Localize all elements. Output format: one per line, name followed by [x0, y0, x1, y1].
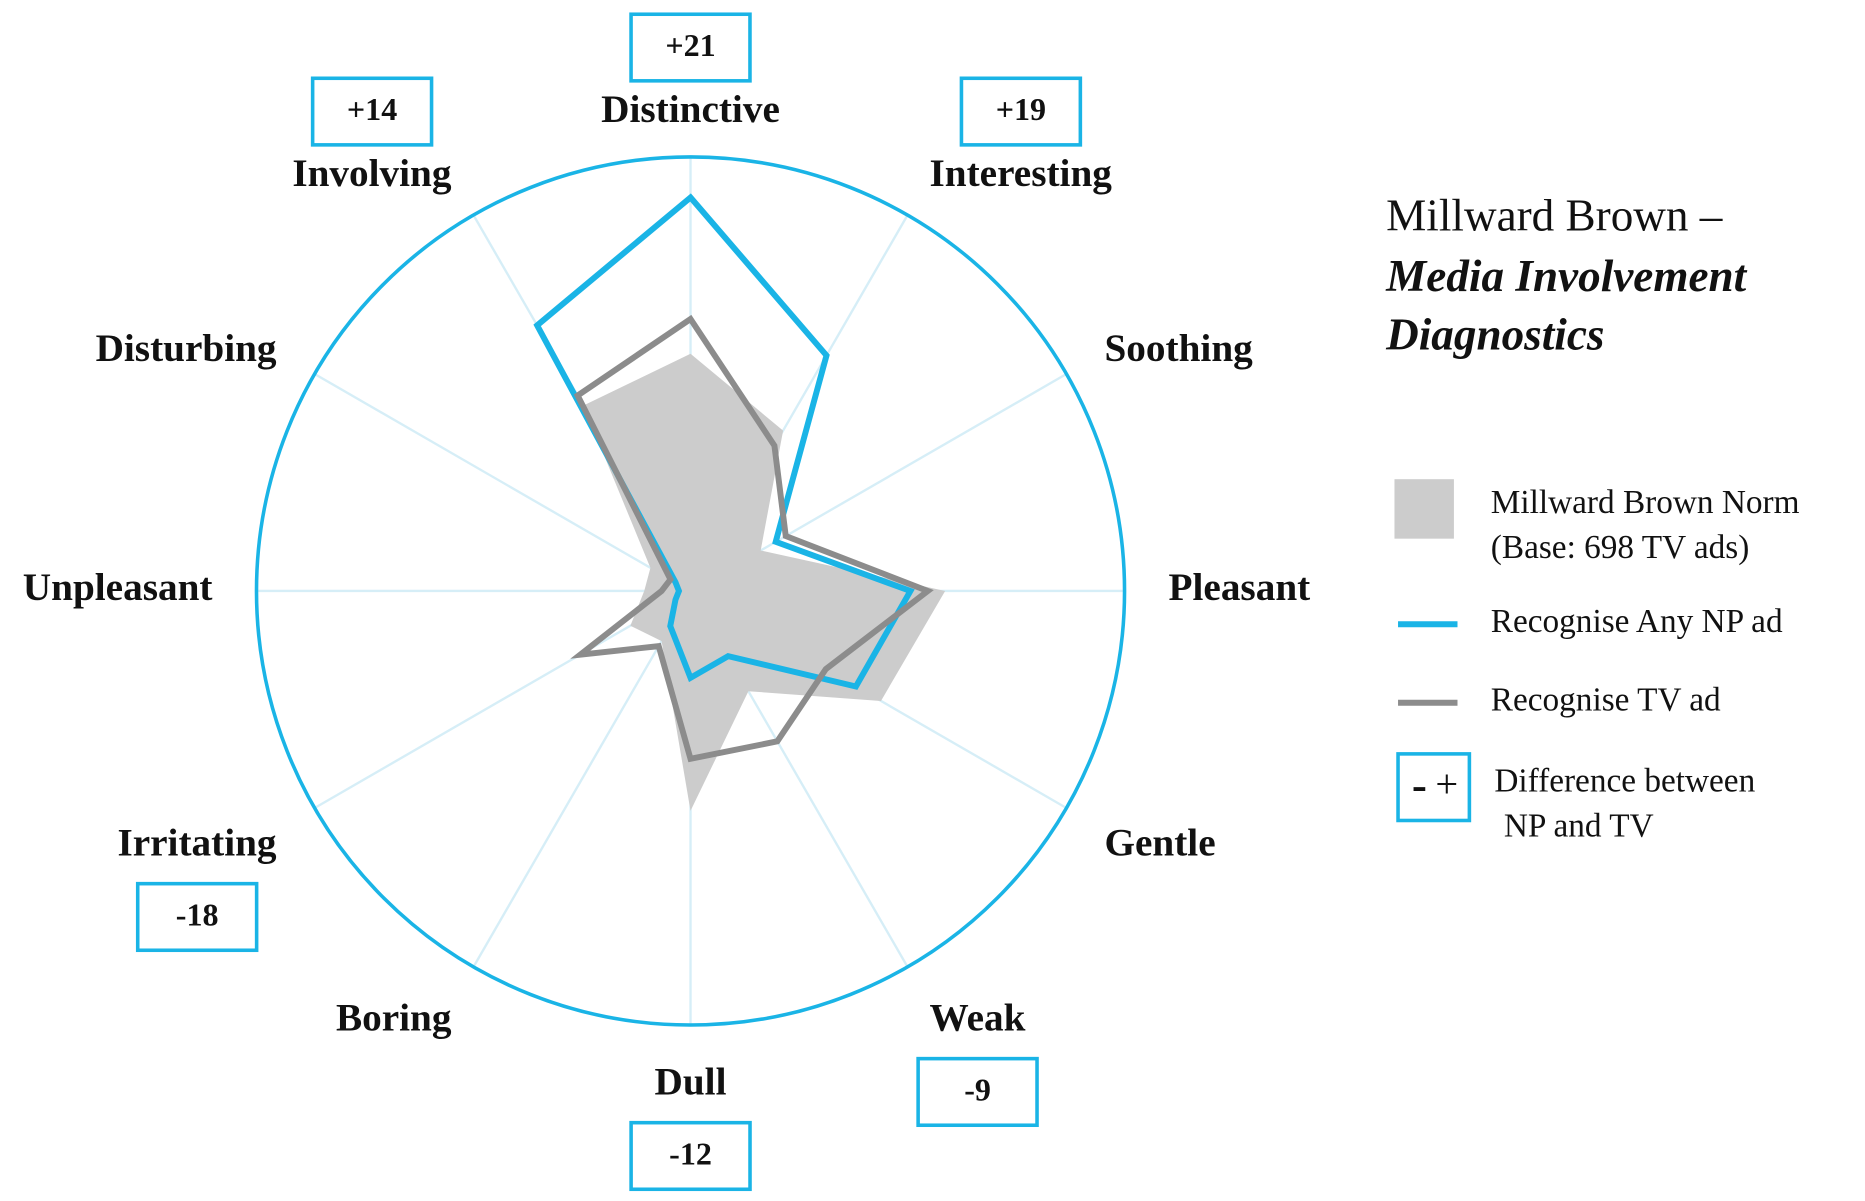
legend-diff-box	[1396, 752, 1472, 823]
legend-label: Recognise Any NP ad	[1491, 603, 1783, 640]
spoke	[314, 589, 692, 810]
category-label: Disturbing	[96, 327, 277, 370]
series-line	[533, 193, 915, 690]
difference-box	[135, 881, 259, 953]
chart-subtitle: Diagnostics	[1385, 309, 1604, 359]
category-label: Involving	[292, 152, 452, 195]
category-label: Interesting	[930, 152, 1113, 195]
difference-label: -9	[964, 1071, 991, 1107]
category-label: Gentle	[1104, 822, 1215, 865]
difference-box	[629, 1120, 752, 1192]
category-label: Irritating	[117, 822, 276, 865]
spoke	[314, 372, 692, 593]
chart-subtitle: Media Involvement	[1385, 251, 1748, 301]
category-label: Pleasant	[1169, 566, 1311, 609]
legend-label: Millward Brown Norm	[1491, 484, 1800, 521]
category-label: Dull	[655, 1061, 727, 1104]
category-label: Distinctive	[601, 88, 780, 131]
difference-label: +21	[665, 27, 715, 63]
category-label: Soothing	[1104, 327, 1253, 370]
difference-box	[959, 76, 1083, 147]
difference-box	[916, 1056, 1039, 1128]
difference-box	[310, 76, 434, 147]
category-label: Unpleasant	[23, 566, 213, 609]
legend-swatch	[1394, 479, 1454, 539]
legend-label: Difference between	[1494, 762, 1755, 799]
chart-title: Millward Brown –	[1386, 190, 1723, 240]
legend-diff-minus: -	[1412, 760, 1427, 810]
legend-note: (Base: 698 TV ads)	[1491, 529, 1750, 566]
category-label: Boring	[336, 997, 452, 1040]
category-label: Weak	[930, 997, 1026, 1040]
difference-box	[629, 12, 752, 83]
radar-frame	[254, 155, 1127, 1027]
legend-label: NP and TV	[1504, 807, 1654, 844]
difference-label: -12	[669, 1136, 712, 1172]
legend-label: Recognise TV ad	[1491, 681, 1721, 718]
legend-diff-plus: +	[1435, 762, 1458, 807]
difference-label: +14	[347, 91, 397, 127]
spoke	[472, 590, 692, 968]
difference-label: +19	[996, 91, 1046, 127]
difference-label: -18	[176, 897, 219, 933]
series-line	[570, 314, 934, 763]
